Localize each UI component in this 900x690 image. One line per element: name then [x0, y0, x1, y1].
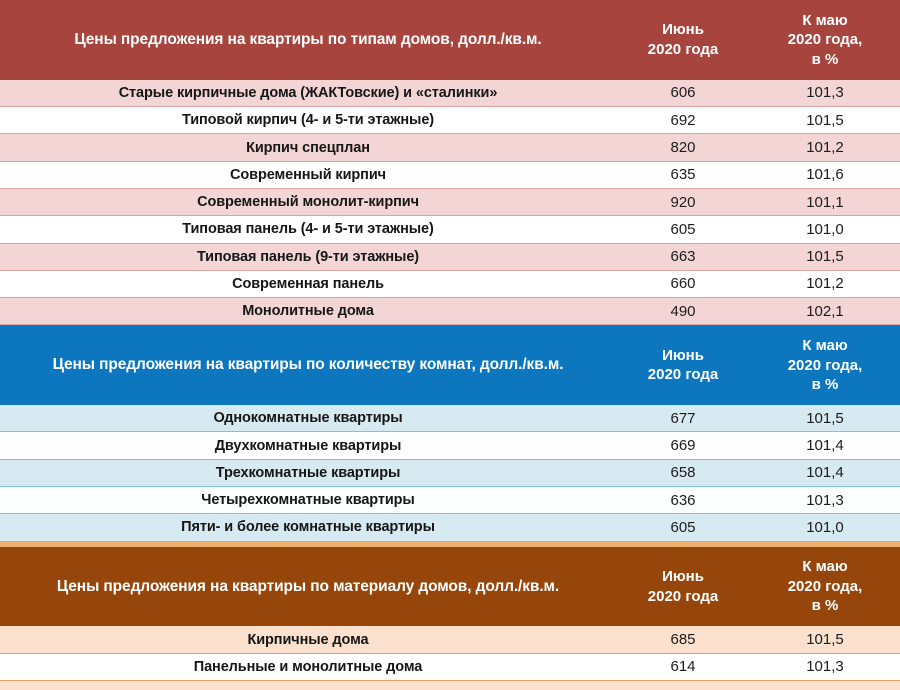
row-price: 658 — [670, 464, 696, 482]
row-label: Современная панель — [232, 275, 384, 292]
row-label: Четырехкомнатные квартиры — [201, 492, 415, 509]
row-change: 101,1 — [806, 193, 844, 211]
section-title-by-room-count: Цены предложения на квартиры по количест… — [52, 356, 564, 374]
row-label: Двухкомнатные квартиры — [214, 437, 402, 454]
section-title-by-material: Цены предложения на квартиры по материал… — [56, 577, 560, 595]
section-title-by-house-type: Цены предложения на квартиры по типам до… — [74, 31, 542, 48]
column-header-month: Июнь 2020 года — [647, 21, 719, 58]
row-change: 101,2 — [806, 139, 844, 157]
row-price: 635 — [670, 166, 696, 184]
row-price: 669 — [670, 437, 696, 455]
row-change: 101,0 — [806, 220, 844, 238]
row-label: Современный монолит-кирпич — [197, 194, 419, 211]
clipped-row-strip — [0, 680, 900, 690]
row-change: 102,1 — [806, 302, 844, 320]
row-label: Панельные и монолитные дома — [193, 658, 423, 675]
table-row: Старые кирпичные дома (ЖАКТовские) и «ст… — [0, 79, 900, 108]
column-header-change-vs-may: К маю 2020 года, в % — [787, 337, 863, 394]
row-change: 101,6 — [806, 166, 844, 184]
section-header-by-house-type: Цены предложения на квартиры по типам до… — [0, 0, 900, 80]
row-price: 614 — [670, 658, 696, 676]
table-row: Современный монолит-кирпич 920 101,1 — [0, 188, 900, 217]
row-price: 920 — [670, 193, 696, 211]
row-price: 605 — [670, 518, 696, 536]
row-price: 636 — [670, 491, 696, 509]
row-price: 685 — [670, 631, 696, 649]
row-price: 692 — [670, 111, 696, 129]
row-price: 663 — [670, 248, 696, 266]
row-change: 101,3 — [806, 658, 844, 676]
column-header-month: Июнь 2020 года — [647, 346, 719, 384]
table-row: Типовая панель (4- и 5-ти этажные) 605 1… — [0, 216, 900, 244]
table-row: Монолитные дома 490 102,1 — [0, 298, 900, 326]
row-change: 101,5 — [806, 248, 844, 266]
section-header-by-material: Цены предложения на квартиры по материал… — [0, 546, 900, 627]
column-header-month: Июнь 2020 года — [647, 568, 719, 605]
row-label: Типовой кирпич (4- и 5-ти этажные) — [181, 112, 435, 129]
row-change: 101,5 — [806, 111, 844, 129]
table-row: Панельные и монолитные дома 614 101,3 — [0, 653, 900, 681]
row-change: 101,4 — [806, 437, 844, 455]
row-price: 605 — [670, 220, 696, 238]
row-price: 660 — [670, 275, 696, 293]
row-price: 606 — [670, 84, 696, 102]
row-label: Трехкомнатные квартиры — [215, 464, 401, 481]
table-row: Современный кирпич 635 101,6 — [0, 161, 900, 189]
row-change: 101,2 — [806, 275, 844, 293]
table-row: Двухкомнатные квартиры 669 101,4 — [0, 432, 900, 460]
column-header-change-vs-may: К маю 2020 года, в % — [787, 11, 863, 68]
table-row: Однокомнатные квартиры 677 101,5 — [0, 405, 900, 433]
section-divider-strip — [0, 541, 900, 547]
row-label: Кирпичные дома — [247, 631, 369, 648]
row-label: Современный кирпич — [230, 166, 386, 183]
table-row: Пяти- и более комнатные квартиры 605 101… — [0, 514, 900, 542]
row-change: 101,3 — [806, 491, 844, 509]
row-price: 677 — [670, 409, 696, 427]
table-row: Типовая панель (9-ти этажные) 663 101,5 — [0, 243, 900, 271]
row-label: Типовая панель (9-ти этажные) — [196, 248, 420, 265]
row-change: 101,3 — [806, 84, 844, 102]
column-header-change-vs-may: К маю 2020 года, в % — [787, 558, 863, 615]
row-label: Монолитные дома — [242, 303, 374, 320]
table-row: Современная панель 660 101,2 — [0, 270, 900, 299]
table-row: Кирпич спецплан 820 101,2 — [0, 134, 900, 162]
row-change: 101,0 — [806, 518, 844, 536]
row-label: Пяти- и более комнатные квартиры — [181, 519, 435, 536]
row-price: 490 — [670, 302, 696, 320]
table-row: Четырехкомнатные квартиры 636 101,3 — [0, 487, 900, 515]
row-label: Кирпич спецплан — [246, 139, 370, 156]
table-row: Типовой кирпич (4- и 5-ти этажные) 692 1… — [0, 107, 900, 135]
row-change: 101,5 — [806, 409, 844, 427]
row-change: 101,4 — [806, 464, 844, 482]
table-row: Трехкомнатные квартиры 658 101,4 — [0, 459, 900, 488]
section-header-by-room-count: Цены предложения на квартиры по количест… — [0, 325, 900, 406]
row-change: 101,5 — [806, 631, 844, 649]
row-label: Однокомнатные квартиры — [213, 410, 403, 427]
table-row: Кирпичные дома 685 101,5 — [0, 626, 900, 654]
row-label: Типовая панель (4- и 5-ти этажные) — [182, 221, 434, 238]
row-label: Старые кирпичные дома (ЖАКТовские) и «ст… — [118, 84, 498, 101]
row-price: 820 — [670, 139, 696, 157]
